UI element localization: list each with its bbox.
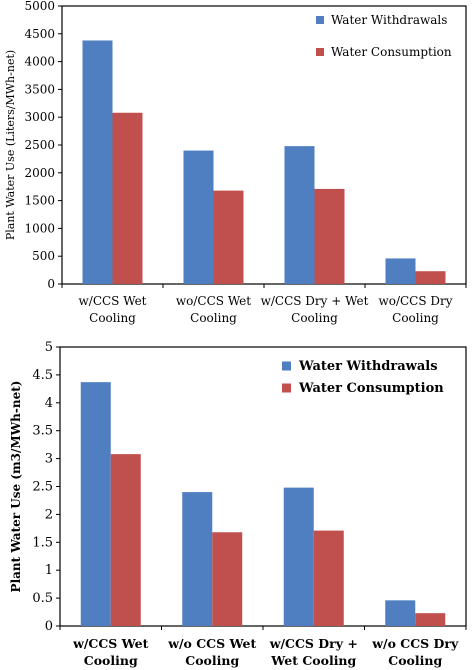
x-category-label: w/o CCS Wet — [167, 636, 256, 651]
bar-consumption — [112, 112, 143, 284]
y-tick-label: 0.5 — [32, 591, 53, 606]
x-category-label: Cooling — [291, 311, 338, 325]
bar-consumption — [213, 190, 244, 284]
bar-consumption — [415, 613, 446, 626]
y-tick-label: 4.5 — [32, 368, 53, 383]
y-tick-label: 3.5 — [32, 424, 53, 439]
y-tick-label: 3000 — [24, 110, 55, 124]
x-category-label: Cooling — [190, 311, 237, 325]
legend-swatch — [316, 48, 324, 56]
legend-label: Water Withdrawals — [298, 359, 438, 374]
y-tick-label: 5 — [45, 340, 53, 355]
y-axis-label: Plant Water Use (Liters/MWh-net) — [4, 50, 17, 240]
x-category-label: wo/CCS Wet — [176, 294, 251, 308]
bar-consumption — [314, 188, 345, 284]
bar-withdrawals — [283, 487, 314, 626]
y-tick-label: 4500 — [24, 27, 55, 41]
legend-swatch — [282, 383, 291, 393]
x-category-label: Cooling — [84, 653, 138, 668]
y-tick-label: 0 — [47, 277, 55, 291]
bar-withdrawals — [182, 492, 213, 626]
x-category-label: Cooling — [185, 653, 239, 668]
bar-consumption — [313, 530, 344, 626]
legend-label: Water Withdrawals — [331, 13, 447, 27]
bar-consumption — [212, 532, 243, 626]
legend-label: Water Consumption — [331, 45, 452, 59]
bar-withdrawals — [183, 150, 214, 284]
y-tick-label: 3500 — [24, 82, 55, 96]
y-tick-label: 1000 — [24, 221, 55, 235]
x-category-label: Cooling — [392, 311, 439, 325]
legend-swatch — [316, 16, 324, 24]
x-category-label: wo/CCS Dry — [378, 294, 452, 308]
y-tick-label: 1.5 — [32, 535, 53, 550]
x-category-label: w/o CCS Dry — [371, 636, 459, 651]
bar-withdrawals — [284, 146, 315, 284]
legend-swatch — [282, 361, 291, 371]
x-category-label: Wet Cooling — [270, 653, 356, 668]
y-tick-label: 2500 — [24, 138, 55, 152]
y-tick-label: 4 — [45, 396, 53, 411]
x-category-label: w/CCS Wet — [79, 294, 147, 308]
bar-consumption — [415, 271, 446, 284]
y-tick-label: 1 — [45, 563, 53, 578]
bar-withdrawals — [80, 382, 111, 626]
y-tick-label: 1500 — [24, 194, 55, 208]
y-tick-label: 2.5 — [32, 480, 53, 495]
bar-consumption — [110, 454, 141, 626]
y-axis-label: Plant Water Use (m3/MWh-net) — [9, 381, 23, 593]
y-tick-label: 2 — [45, 507, 53, 522]
x-category-label: Cooling — [89, 311, 136, 325]
bar-withdrawals — [385, 258, 416, 284]
y-tick-label: 500 — [32, 249, 55, 263]
y-tick-label: 2000 — [24, 166, 55, 180]
x-category-label: Cooling — [388, 653, 442, 668]
y-tick-label: 3 — [45, 452, 53, 467]
x-category-label: w/CCS Wet — [72, 636, 149, 651]
chart-liters: 0 500 1000 1500 2000 2500 3000 3500 4000 4500 5000… — [4, 0, 467, 325]
legend-label: Water Consumption — [298, 381, 444, 396]
x-category-label: w/CCS Dry + Wet — [261, 294, 369, 308]
chart-m3: 0 0.5 1 1.5 2 2.5 3 3.5 4 4.5 5 Plant Water Use (m3… — [9, 340, 467, 668]
y-tick-label: 4000 — [24, 55, 55, 69]
bar-withdrawals — [385, 600, 416, 626]
x-category-label: w/CCS Dry + — [269, 636, 358, 651]
y-tick-label: 0 — [45, 619, 53, 634]
bar-withdrawals — [82, 40, 113, 284]
y-tick-label: 5000 — [24, 0, 55, 13]
